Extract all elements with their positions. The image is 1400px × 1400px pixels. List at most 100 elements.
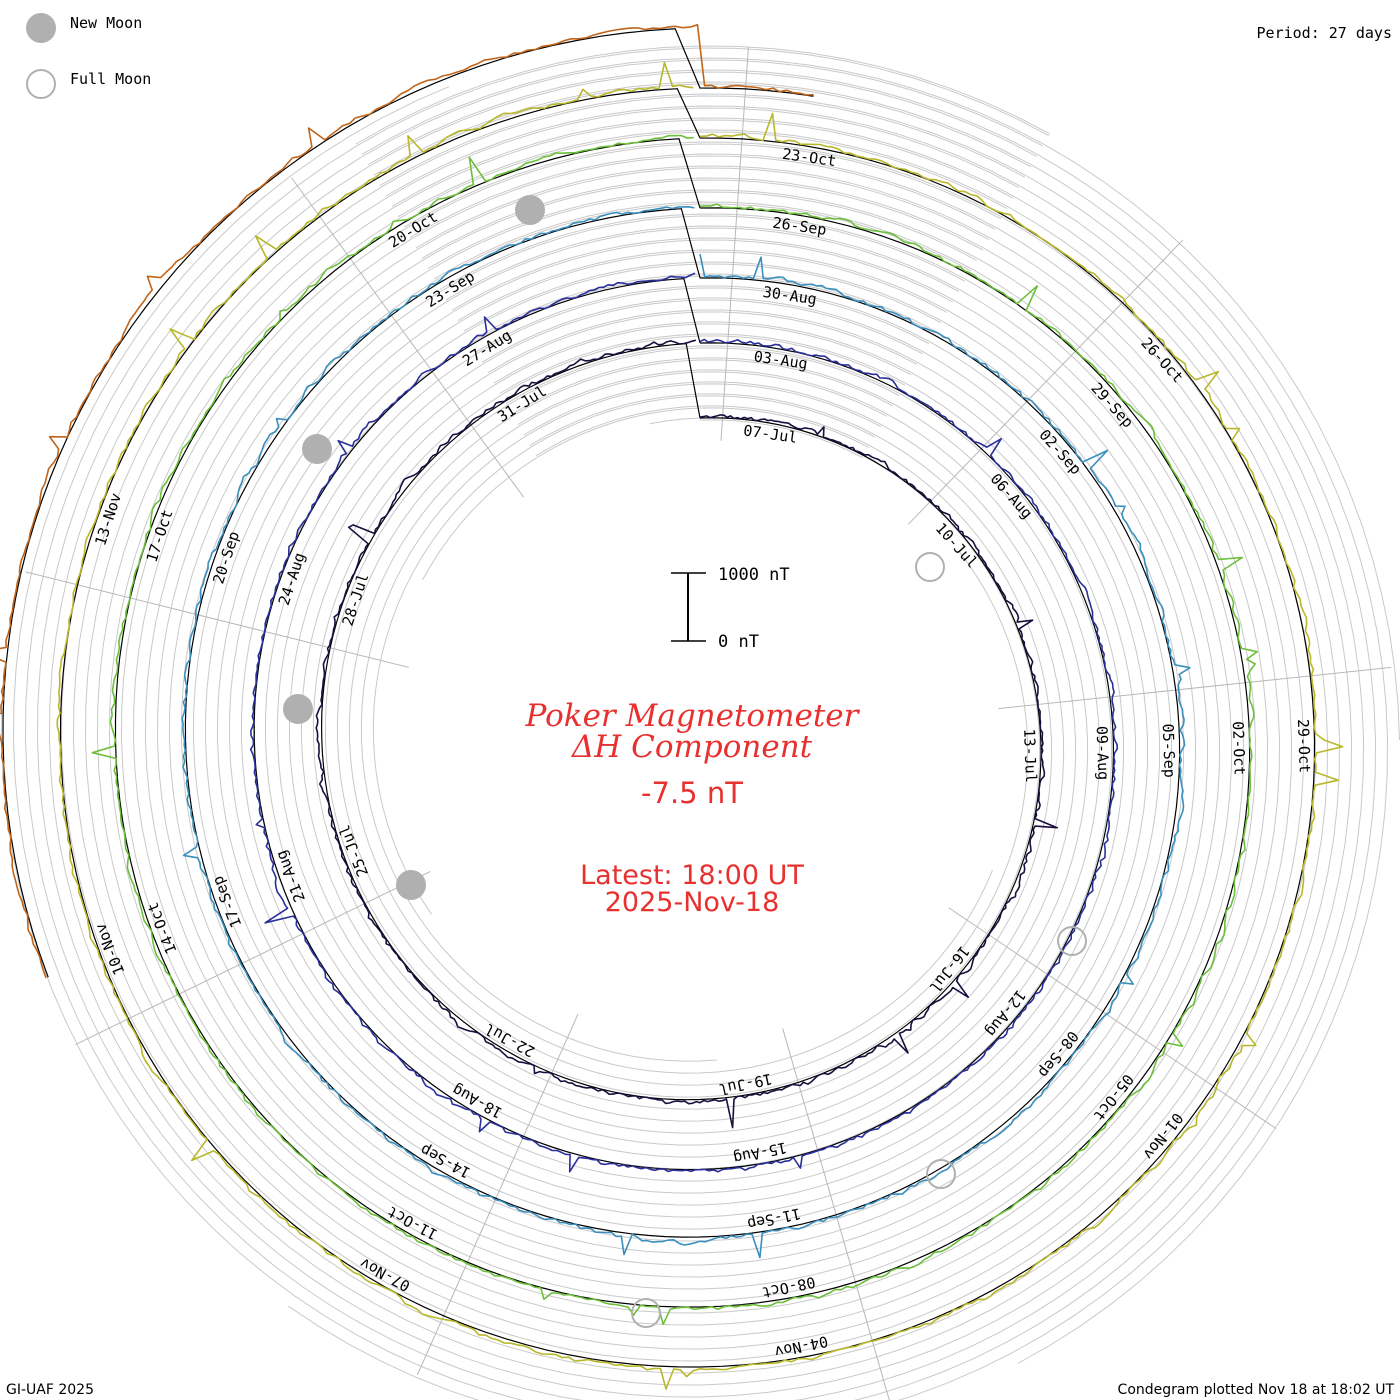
full-moon-legend-label: Full Moon [70,70,151,88]
data-trace-series [91,134,1258,1326]
baseline-spiral [184,208,1181,1238]
grid-spiral [204,227,1160,1218]
full-moon-marker [1057,926,1087,956]
date-tick-label: 08-Oct [760,1273,817,1302]
date-tick-label: 01-Nov [1139,1109,1187,1163]
date-tick-label: 17-Sep [209,873,246,930]
data-trace-series [0,24,814,979]
grid-spiral [324,347,1041,1098]
grid-spiral [48,71,1317,1374]
spoke-layer [25,46,1392,1400]
grid-spiral [312,335,1053,1110]
footer-left: GI-UAF 2025 [6,1382,94,1398]
date-tick-label: 12-Aug [982,986,1030,1040]
grid-spiral [367,69,1389,1364]
grid-spiral [372,395,876,915]
grid-spoke [908,239,1184,525]
date-tick-label: 07-Nov [357,1254,413,1295]
date-tick-label: 19-Jul [717,1070,774,1099]
date-tick-label: 23-Oct [781,145,837,170]
date-tick-label: 04-Nov [773,1332,830,1361]
full-moon-legend-icon [26,69,56,99]
grid-spiral [156,179,1209,1266]
full-moon-marker [631,1298,661,1328]
grid-spiral [144,167,1221,1278]
date-tick-label: 16-Jul [926,942,974,996]
grid-spiral [361,57,1400,741]
grid-spoke [291,177,525,498]
date-tick-label: 29-Oct [1294,719,1314,774]
date-tick-label: 03-Aug [753,347,809,372]
date-tick-label: 22-Jul [482,1019,538,1060]
date-tick-label: 09-Aug [1093,726,1113,781]
grid-spiral [108,131,1257,1314]
footer-right: Condegram plotted Nov 18 at 18:02 UT [1118,1382,1395,1398]
grid-spiral [288,81,1377,1400]
date-tick-label: 05-Sep [1159,723,1179,778]
grid-spiral [301,323,1065,1122]
grid-spiral [120,143,1245,1302]
grid-spoke [416,1013,579,1376]
grid-spiral [699,419,864,459]
baseline-spiral [2,28,814,978]
scale-top-label: 1000 nT [718,565,790,585]
date-tick-label: 13-Jul [1020,728,1040,783]
grid-spiral [0,93,1365,1400]
chart-title-line2: ΔH Component [571,729,813,765]
date-tick-label: 02-Oct [1229,721,1249,776]
baseline-spiral [320,343,1042,1101]
full-moon-marker [915,552,945,582]
new-moon-legend-label: New Moon [70,14,142,32]
current-value: -7.5 nT [641,776,743,810]
grid-spiral [84,107,1281,1338]
data-trace-series [315,339,1058,1129]
scale-bar [671,572,706,642]
grid-spoke [998,666,1392,710]
grid-spiral [96,119,1269,1326]
date-tick-label: 08-Sep [1035,1027,1083,1081]
data-trace-series [181,206,1191,1259]
grid-spiral [132,155,1233,1290]
latest-time: Latest: 18:00 UT [580,860,804,891]
chart-title-line1: Poker Magnetometer [525,698,861,734]
grid-spiral [265,287,1100,1158]
new-moon-marker [396,870,426,900]
baseline-spiral [59,88,1316,1368]
new-moon-legend-icon [26,13,56,43]
date-tick-label: 21-Aug [272,848,309,905]
grid-spiral [422,407,870,581]
grid-spiral [360,383,882,1062]
grid-spiral [12,86,1353,1400]
grid-spoke [782,1028,890,1400]
grid-spiral [348,371,993,1074]
grid-spoke [75,871,431,1046]
scale-bottom-label: 0 nT [718,632,759,652]
date-tick-label: 31-Jul [494,382,549,426]
trace-layer [0,24,1344,1390]
grid-spiral [228,251,1136,1194]
grid-spiral [72,95,1293,1350]
moon-layer [283,195,1087,1328]
grid-spiral [216,239,1148,1206]
data-trace-series [249,272,1119,1173]
grid-spiral [289,311,1077,1134]
period-label: Period: 27 days [1257,24,1392,42]
new-moon-marker [302,434,332,464]
grid-spiral [24,47,1341,1398]
grid-spiral [241,263,1124,1182]
grid-spoke [25,571,410,668]
grid-spiral [168,191,1197,1254]
full-moon-marker [926,1159,956,1189]
data-trace-series [56,61,1344,1390]
grid-spoke [720,46,749,441]
new-moon-marker [515,195,545,225]
date-tick-label: 20-Oct [385,208,440,252]
grid-spiral [336,359,1029,1086]
grid-spoke [948,907,1277,1130]
grid-spiral [36,59,1329,1386]
grid-spiral [277,299,1089,1146]
latest-date: 2025-Nov-18 [605,887,780,918]
date-tick-label: 10-Jul [932,519,982,571]
grid-spiral [192,215,1173,1230]
